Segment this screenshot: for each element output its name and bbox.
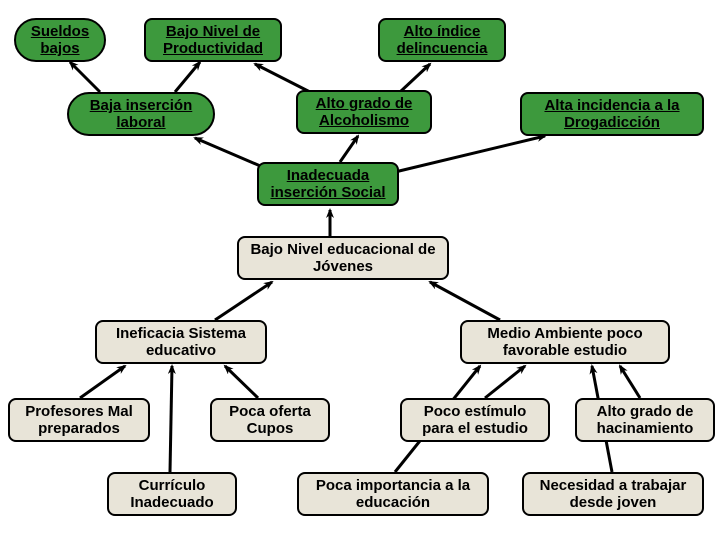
node-necesidad: Necesidad a trabajardesde joven	[522, 472, 704, 516]
edge-8	[215, 282, 272, 320]
edge-9	[430, 282, 500, 320]
node-hacinamiento: Alto grado dehacinamiento	[575, 398, 715, 442]
edge-4	[195, 138, 265, 168]
edge-10	[80, 366, 125, 398]
node-delincuencia: Alto índicedelincuencia	[378, 18, 506, 62]
node-label-insercion_soc: Inadecuadainserción Social	[270, 167, 385, 202]
node-label-delincuencia: Alto índicedelincuencia	[397, 23, 488, 58]
node-label-bajo_nivel_ed: Bajo Nivel educacional deJóvenes	[250, 241, 435, 276]
node-medio_amb: Medio Ambiente pocofavorable estudio	[460, 320, 670, 364]
node-sueldos: Sueldosbajos	[14, 18, 106, 62]
edge-0	[70, 62, 100, 92]
node-label-ineficacia: Ineficacia Sistemaeducativo	[116, 325, 246, 360]
node-label-necesidad: Necesidad a trabajardesde joven	[540, 477, 687, 512]
node-label-estimulo: Poco estímulopara el estudio	[422, 403, 528, 438]
node-drogadiccion: Alta incidencia a laDrogadicción	[520, 92, 704, 136]
node-label-productividad: Bajo Nivel deProductividad	[163, 23, 263, 58]
node-profesores: Profesores Malpreparados	[8, 398, 150, 442]
edge-12	[225, 366, 258, 398]
node-label-medio_amb: Medio Ambiente pocofavorable estudio	[487, 325, 642, 360]
node-label-alcoholismo: Alto grado deAlcoholismo	[316, 95, 413, 130]
node-estimulo: Poco estímulopara el estudio	[400, 398, 550, 442]
edge-1	[175, 62, 200, 92]
edge-14	[485, 366, 525, 398]
edge-11	[170, 366, 172, 472]
node-curriculo: CurrículoInadecuado	[107, 472, 237, 516]
edge-2	[255, 64, 310, 92]
edge-6	[395, 136, 545, 172]
edge-3	[400, 64, 430, 92]
node-label-profesores: Profesores Malpreparados	[25, 403, 133, 438]
node-productividad: Bajo Nivel deProductividad	[144, 18, 282, 62]
node-insercion_lab: Baja inserciónlaboral	[67, 92, 215, 136]
node-importancia: Poca importancia a laeducación	[297, 472, 489, 516]
node-insercion_soc: Inadecuadainserción Social	[257, 162, 399, 206]
node-oferta: Poca ofertaCupos	[210, 398, 330, 442]
node-label-insercion_lab: Baja inserciónlaboral	[90, 97, 193, 132]
node-label-sueldos: Sueldosbajos	[31, 23, 89, 58]
node-bajo_nivel_ed: Bajo Nivel educacional deJóvenes	[237, 236, 449, 280]
edge-16	[620, 366, 640, 398]
edge-5	[340, 136, 358, 162]
node-alcoholismo: Alto grado deAlcoholismo	[296, 90, 432, 134]
node-label-importancia: Poca importancia a laeducación	[316, 477, 470, 512]
node-label-drogadiccion: Alta incidencia a laDrogadicción	[544, 97, 679, 132]
node-label-oferta: Poca ofertaCupos	[229, 403, 311, 438]
node-ineficacia: Ineficacia Sistemaeducativo	[95, 320, 267, 364]
node-label-hacinamiento: Alto grado dehacinamiento	[597, 403, 694, 438]
node-label-curriculo: CurrículoInadecuado	[130, 477, 213, 512]
